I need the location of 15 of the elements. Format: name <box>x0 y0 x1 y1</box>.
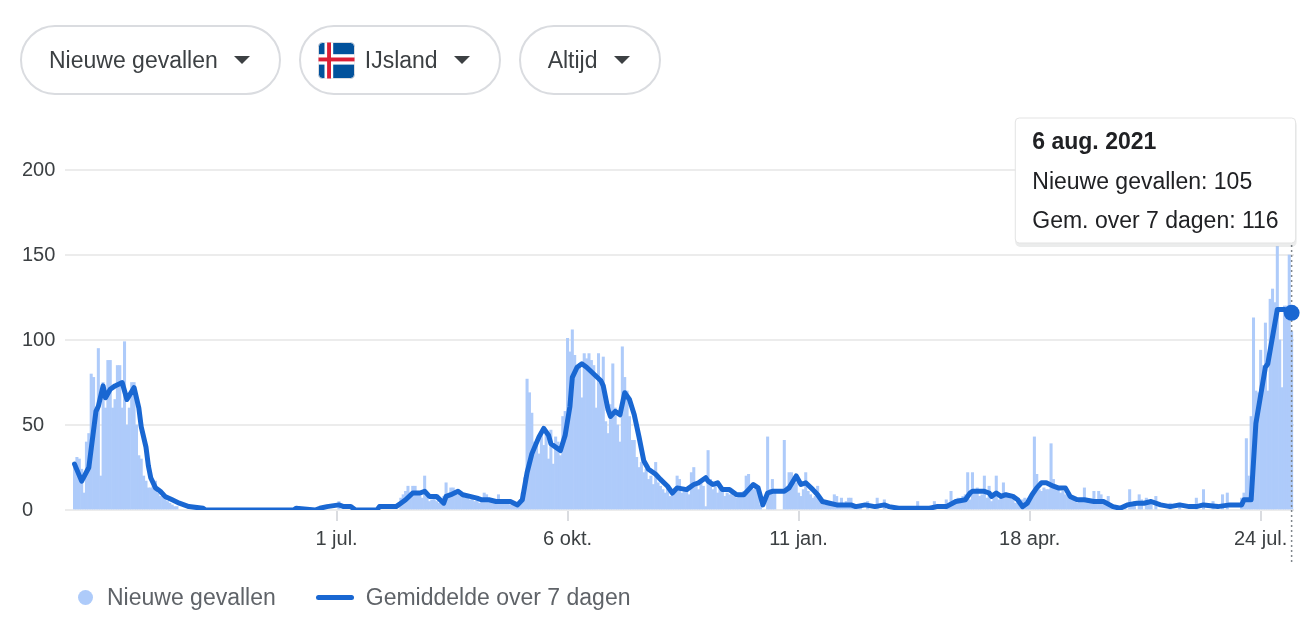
y-tick-label: 100 <box>22 327 56 350</box>
y-tick-label: 50 <box>22 412 45 435</box>
x-tick-label: 11 jan. <box>769 526 828 549</box>
x-tick-label: 18 apr. <box>999 526 1061 549</box>
y-tick-label: 200 <box>22 157 56 180</box>
y-tick-label: 150 <box>22 242 56 265</box>
legend-label: Nieuwe gevallen <box>107 583 276 611</box>
y-tick-label: 0 <box>22 497 34 520</box>
annotation: Gem. over 7 dagen: 116 <box>1032 207 1279 234</box>
annotation: Nieuwe gevallen: 105 <box>1032 167 1253 194</box>
x-tick-label: 24 jul. <box>1233 526 1288 549</box>
legend-label: Gemiddelde over 7 dagen <box>365 583 631 611</box>
x-tick-label: 1 jul. <box>315 526 358 549</box>
text: 6 aug. 2021 <box>1032 128 1157 155</box>
x-tick-label: 6 okt. <box>543 526 593 549</box>
